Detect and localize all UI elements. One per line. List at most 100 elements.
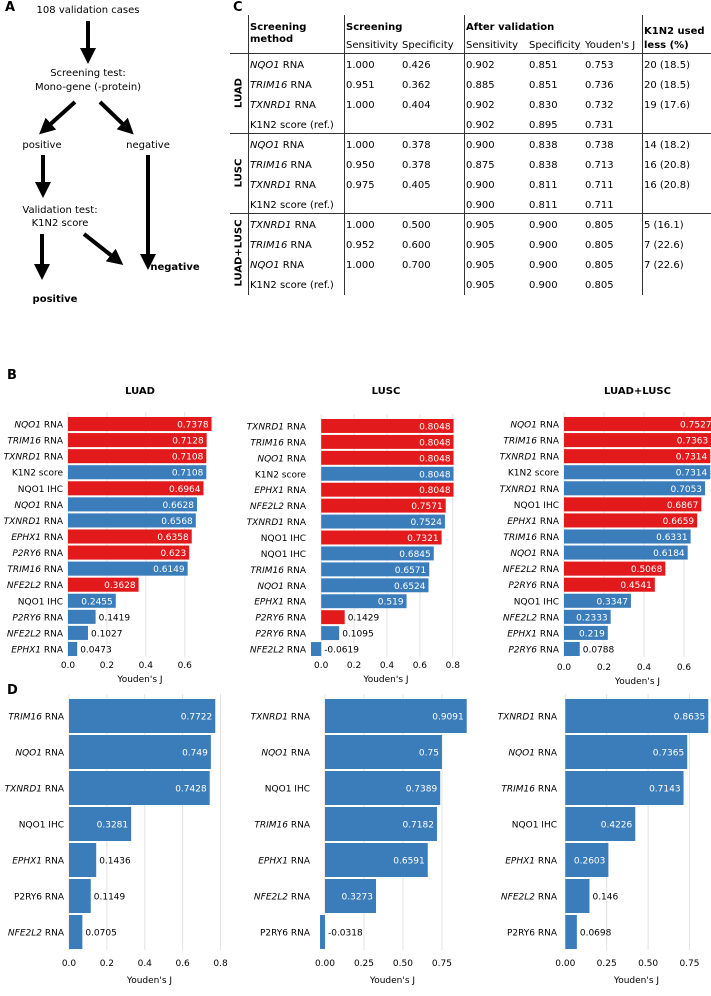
bar-category-label: K1N2 score (255, 470, 307, 480)
bar-value-label: 0.2603 (574, 857, 606, 867)
header-screening: Screening (346, 22, 403, 33)
bar (565, 843, 609, 877)
bar (68, 641, 78, 656)
bar (564, 593, 631, 608)
table-cell-a-spec: 0.851 (529, 80, 558, 91)
x-tick-label: 0.4 (637, 663, 652, 673)
bar (321, 594, 407, 609)
bar-category-label: P2RY6 RNA (255, 630, 306, 640)
table-cell-a-sens: 0.885 (466, 80, 495, 91)
flow-negative: negative (126, 140, 170, 151)
chart-b-1: 0.0 0.2 0.4 0.6 0.8 TXNRD1 RNA 0.8048 TRIM16 RN… (247, 386, 461, 685)
bar-category-label: NQO1 RNA (508, 749, 557, 759)
flow-validation-2: K1N2 score (31, 218, 89, 229)
header-method-1: Screening (250, 22, 307, 33)
x-axis-label: Youden's J (126, 976, 172, 986)
bar-value-label: 0.7108 (172, 453, 204, 463)
table-cell-s-sens: 1.000 (346, 100, 375, 111)
x-tick-label: 0.2 (100, 661, 114, 671)
bar-category-label: NQO1 IHC (265, 785, 310, 795)
table-row-method: K1N2 score (ref.) (250, 200, 334, 211)
bar-value-label: 0.0473 (80, 645, 112, 655)
bar-category-label: EPHX1 RNA (507, 629, 560, 639)
table-cell-s-spec: 0.700 (402, 260, 431, 271)
bar (321, 482, 454, 497)
table-row-method: TXNRD1 RNA (250, 220, 316, 231)
bar (564, 625, 608, 640)
bar-value-label: 0.0705 (85, 929, 117, 939)
bar (564, 609, 611, 624)
bar-value-label: -0.0318 (328, 929, 363, 939)
table-cell-k1n2: 19 (17.6) (644, 100, 690, 111)
bar-value-label: 0.6568 (161, 517, 193, 527)
bar-category-label: TRIM16 RNA (254, 821, 310, 831)
bar-value-label: 0.6867 (667, 501, 699, 511)
bar-category-label: EPHX1 RNA (11, 645, 64, 655)
x-tick-label: 0.6 (677, 663, 692, 673)
bar-category-label: EPHX1 RNA (254, 598, 307, 608)
chart-d-0: 0.0 0.2 0.4 0.6 0.8 TRIM16 RNA 0.7722 NQO1 RNA 0… (5, 694, 228, 986)
bar-category-label: NQO1 IHC (514, 501, 559, 511)
bar (321, 626, 340, 641)
bar-value-label: 0.2455 (81, 597, 113, 607)
x-axis-label: Youden's J (116, 675, 162, 685)
bar-value-label: 0.6331 (656, 533, 688, 543)
bar (564, 513, 698, 528)
table-cell-s-sens: 1.000 (346, 60, 375, 71)
header-screening-specificity: Specificity (402, 40, 454, 51)
bar (68, 449, 207, 464)
bar-category-label: TXNRD1 RNA (4, 453, 64, 463)
x-tick-label: 0.2 (347, 661, 361, 671)
bar-category-label: NQO1 RNA (257, 454, 306, 464)
bar-value-label: 0.1027 (91, 629, 123, 639)
bar (68, 465, 207, 480)
table-cell-j: 0.805 (585, 260, 614, 271)
x-tick-label: 0.75 (679, 959, 699, 969)
table-cell-a-sens: 0.900 (466, 200, 495, 211)
bar-value-label: 0.8048 (419, 470, 451, 480)
table-cell-j: 0.713 (585, 160, 614, 171)
x-tick-label: 0.00 (555, 959, 575, 969)
bar-category-label: TXNRD1 RNA (251, 713, 311, 723)
bar-category-label: P2RY6 RNA (260, 929, 311, 939)
table-cell-a-sens: 0.900 (466, 180, 495, 191)
bar-category-label: NQO1 IHC (18, 597, 63, 607)
table-row-method: K1N2 score (ref.) (250, 280, 334, 291)
bar (564, 497, 702, 512)
table-cell-s-sens: 0.975 (346, 180, 375, 191)
bar (565, 735, 688, 769)
table-cell-s-sens: 0.950 (346, 160, 375, 171)
x-tick-label: 0.2 (597, 663, 611, 673)
bar (68, 609, 96, 624)
bar-value-label: 0.6358 (157, 533, 189, 543)
bar-value-label: 0.6845 (399, 550, 431, 560)
chart-d-2: 0.00 0.25 0.50 0.75 TXNRD1 RNA 0.8635 NQO1 RNA… (498, 694, 709, 986)
bar-category-label: TRIM16 RNA (8, 713, 64, 723)
bar (564, 465, 711, 480)
bar-value-label: 0.3628 (104, 581, 136, 591)
x-axis-label: Youden's J (362, 675, 408, 685)
table-cell-j: 0.753 (585, 60, 614, 71)
x-tick-label: 0.8 (213, 959, 228, 969)
bar-value-label: 0.7363 (677, 437, 709, 447)
bar-category-label: NFE2L2 RNA (7, 581, 64, 591)
table-cell-s-spec: 0.362 (402, 80, 431, 91)
bar-category-label: NFE2L2 RNA (8, 929, 65, 939)
bar-value-label: 0.1149 (94, 893, 126, 903)
table-cell-a-sens: 0.902 (466, 60, 495, 71)
table-cell-a-sens: 0.905 (466, 240, 495, 251)
x-tick-label: 0.6 (178, 661, 193, 671)
x-tick-label: 0.2 (100, 959, 114, 969)
table-cell-a-sens: 0.905 (466, 260, 495, 271)
bar-value-label: 0.6571 (395, 566, 427, 576)
bar (69, 915, 83, 949)
bar (69, 771, 210, 805)
bar-category-label: TXNRD1 RNA (500, 485, 560, 495)
bar (69, 735, 211, 769)
table-cell-k1n2: 20 (18.5) (644, 60, 690, 71)
bar-value-label: 0.6184 (653, 549, 685, 559)
bar-category-label: NFE2L2 RNA (501, 893, 558, 903)
bar-category-label: EPHX1 RNA (505, 857, 558, 867)
bar-value-label: 0.7389 (406, 785, 438, 795)
panel-label-d: D (7, 683, 18, 698)
